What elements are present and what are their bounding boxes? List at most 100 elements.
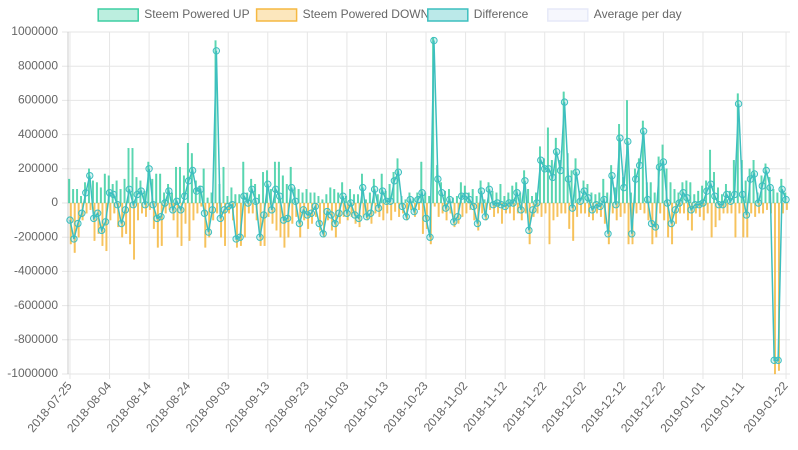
bar [285,184,288,204]
bar [461,202,464,217]
bar [73,202,76,253]
point [592,201,600,209]
bar [734,202,737,238]
legend-swatch [97,8,139,22]
bar [202,168,205,204]
bar [194,180,197,204]
point [268,206,276,214]
point [327,211,335,219]
point [240,192,248,200]
point [655,163,664,171]
bar [742,202,745,238]
bar [333,189,336,204]
point [228,201,236,209]
point [244,199,252,207]
point [260,211,268,219]
bar [159,173,162,204]
point [307,209,316,217]
point [188,166,197,175]
point [248,185,256,194]
point [628,230,636,238]
point [604,230,612,238]
point [406,195,414,204]
bar [273,161,276,204]
point [513,189,521,197]
point [679,189,687,197]
bar [337,192,340,204]
bar [710,202,713,238]
point [596,202,604,211]
bar [475,196,478,204]
bar [738,202,741,214]
point [390,177,399,185]
point [782,195,790,204]
point [556,166,565,175]
point [726,197,735,205]
point [517,206,525,214]
point [157,212,165,221]
point [521,177,529,185]
bar [235,202,238,248]
bar [689,182,692,204]
point [208,206,217,214]
bar [483,199,486,204]
point [465,195,474,204]
point [580,187,588,195]
bar [342,202,345,217]
bar [554,137,557,204]
bar [329,187,332,204]
point [552,148,561,156]
bar [254,184,257,204]
point [165,187,173,195]
bar [123,178,126,204]
bar [224,202,227,246]
point [450,218,458,226]
bar [641,120,644,204]
bar [80,196,82,204]
point [667,219,676,228]
point [295,219,304,228]
point [639,127,648,135]
point [624,137,632,146]
bar [568,202,571,229]
bar [627,202,630,245]
legend-label: Difference [474,7,529,21]
point [212,47,221,55]
point [335,209,343,217]
point [762,166,770,175]
bar [750,202,753,214]
point [78,209,86,217]
point [402,212,410,221]
point [347,199,355,207]
point [410,207,418,216]
point [113,201,122,209]
bar [301,192,304,204]
point [481,212,490,221]
point [659,158,668,166]
point [256,233,264,241]
point [101,218,110,226]
bar [527,189,530,204]
point [414,195,422,204]
bar [196,202,199,214]
bar [206,197,209,204]
point [430,36,438,45]
bar [635,202,638,214]
point [473,219,482,228]
bar [133,202,136,260]
point [509,199,517,207]
bar [702,202,705,221]
y-tick-label: -600000 [14,298,58,312]
point [82,189,90,197]
bar [281,175,284,204]
point [137,187,145,195]
bar [619,202,622,217]
point [719,201,727,209]
bar [103,173,106,204]
point [97,226,106,235]
point [560,98,569,106]
bar [536,202,539,214]
bar [544,202,547,214]
bar [275,202,278,231]
